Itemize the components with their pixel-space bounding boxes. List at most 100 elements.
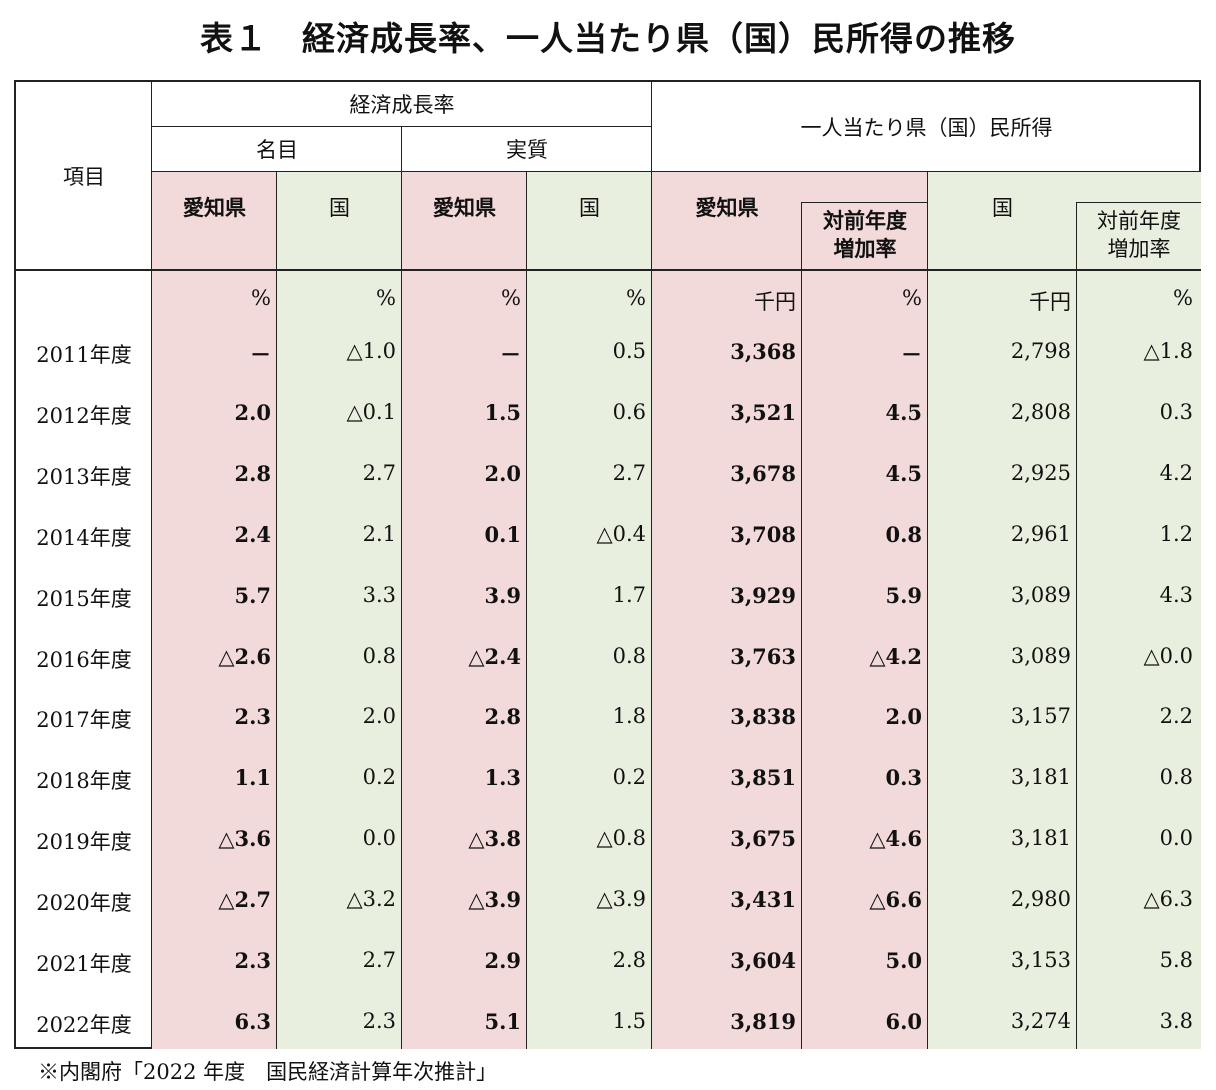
data-table: 項目 経済成長率 名目 実質 一人当たり県（国）民所得 愛知県 国 愛知県 国 …: [14, 80, 1201, 1049]
cell-real-aichi: 2.8: [484, 704, 521, 729]
cell-income-aichi: 3,763: [730, 644, 796, 669]
unit-nominal-country: %: [376, 286, 396, 310]
unit-income-aichi-yoy: %: [902, 286, 922, 310]
cell-income-aichi-yoy: 0.8: [885, 522, 922, 547]
cell-income-country: 3,181: [1010, 826, 1071, 850]
bg-nominal-aichi: [152, 172, 277, 1049]
cell-income-aichi: 3,838: [730, 704, 796, 729]
cell-real-aichi: －: [500, 342, 521, 367]
header-nominal-country: 国: [329, 196, 350, 220]
hline-aichi-yoy-top: [801, 202, 928, 203]
cell-nominal-aichi: 2.3: [234, 948, 271, 973]
cell-income-aichi-yoy: －: [901, 342, 922, 367]
cell-income-country-yoy: 5.8: [1159, 948, 1193, 972]
cell-income-country: 2,798: [1010, 339, 1071, 363]
vline-country-start: [927, 172, 928, 1049]
cell-income-country-yoy: 0.0: [1159, 826, 1193, 850]
cell-income-country-yoy: 0.3: [1159, 400, 1193, 424]
row-year: 2016年度: [36, 648, 132, 672]
cell-income-aichi-yoy: 4.5: [885, 400, 922, 425]
vline-real-start: [401, 126, 402, 1049]
cell-real-aichi: 3.9: [484, 583, 521, 608]
cell-income-aichi-yoy: △6.6: [869, 887, 922, 912]
cell-nominal-aichi: 2.3: [234, 704, 271, 729]
cell-nominal-country: 2.7: [362, 461, 396, 485]
header-real: 実質: [506, 138, 548, 162]
row-year: 2022年度: [36, 1013, 132, 1037]
cell-income-country: 2,961: [1010, 522, 1071, 546]
row-year: 2020年度: [36, 891, 132, 915]
cell-nominal-country: 0.2: [362, 765, 396, 789]
cell-real-country: △0.8: [596, 826, 646, 850]
cell-nominal-aichi: 2.0: [234, 400, 271, 425]
row-year: 2021年度: [36, 952, 132, 976]
vline-item: [151, 82, 152, 1049]
cell-income-aichi-yoy: 4.5: [885, 461, 922, 486]
cell-income-aichi: 3,675: [730, 826, 796, 851]
header-income: 一人当たり県（国）民所得: [800, 116, 1053, 140]
header-income-country: 国: [992, 196, 1013, 220]
unit-income-country-yoy: %: [1173, 286, 1193, 310]
cell-real-aichi: 2.9: [484, 948, 521, 973]
cell-real-country: △0.4: [596, 522, 646, 546]
source-note: ※内閣府「2022 年度 国民経済計算年次推計」: [38, 1060, 498, 1084]
bg-real-country: [527, 172, 652, 1049]
cell-real-country: 2.7: [612, 461, 646, 485]
cell-real-country: 0.2: [612, 765, 646, 789]
row-year: 2012年度: [36, 404, 132, 428]
header-nominal-aichi: 愛知県: [183, 195, 246, 220]
cell-income-country-yoy: △6.3: [1143, 887, 1193, 911]
header-growth: 経済成長率: [349, 93, 455, 117]
cell-real-aichi: 0.1: [484, 522, 521, 547]
bg-income-country: [928, 172, 1201, 1049]
cell-income-aichi: 3,678: [730, 461, 796, 486]
row-year: 2019年度: [36, 830, 132, 854]
cell-real-country: 0.5: [612, 339, 646, 363]
cell-income-aichi-yoy: △4.6: [869, 826, 922, 851]
unit-income-aichi: 千円: [754, 290, 796, 314]
unit-nominal-aichi: %: [251, 286, 271, 310]
cell-income-country-yoy: 2.2: [1159, 704, 1193, 728]
header-income-aichi: 愛知県: [695, 195, 759, 220]
cell-real-country: 0.8: [612, 644, 646, 668]
cell-income-aichi-yoy: 5.9: [885, 583, 922, 608]
cell-income-aichi-yoy: 2.0: [885, 704, 922, 729]
vline-nominal-mid: [276, 172, 277, 1049]
bg-real-aichi: [402, 172, 527, 1049]
cell-income-country: 3,181: [1010, 765, 1071, 789]
cell-income-aichi-yoy: △4.2: [869, 644, 922, 669]
cell-real-aichi: 1.5: [484, 400, 521, 425]
cell-income-country-yoy: 4.3: [1159, 583, 1193, 607]
cell-income-country-yoy: △0.0: [1143, 644, 1193, 668]
header-yoy-line2: 増加率: [1107, 237, 1171, 261]
cell-income-aichi: 3,431: [730, 887, 796, 912]
cell-income-country: 3,157: [1010, 704, 1071, 728]
cell-nominal-aichi: △2.7: [218, 887, 271, 912]
bg-income-aichi: [652, 172, 928, 1049]
header-yoy-line2: 増加率: [833, 236, 897, 261]
cell-real-aichi: △2.4: [468, 644, 521, 669]
cell-nominal-aichi: 1.1: [234, 765, 271, 790]
header-yoy-line1: 対前年度: [1097, 209, 1181, 233]
cell-income-country: 3,274: [1010, 1009, 1071, 1033]
bg-nominal-country: [277, 172, 402, 1049]
cell-nominal-country: 2.3: [362, 1009, 396, 1033]
cell-real-aichi: 1.3: [484, 765, 521, 790]
unit-real-aichi: %: [501, 286, 521, 310]
cell-nominal-aichi: 6.3: [234, 1009, 271, 1034]
row-year: 2017年度: [36, 708, 132, 732]
cell-income-aichi: 3,708: [730, 522, 796, 547]
cell-income-aichi: 3,851: [730, 765, 796, 790]
cell-real-country: 1.7: [612, 583, 646, 607]
cell-real-aichi: △3.9: [468, 887, 521, 912]
hline-country-yoy-top: [1076, 202, 1201, 203]
cell-nominal-country: △3.2: [346, 887, 396, 911]
cell-nominal-country: △1.0: [346, 339, 396, 363]
cell-nominal-country: 3.3: [362, 583, 396, 607]
cell-nominal-country: 0.8: [362, 644, 396, 668]
row-year: 2013年度: [36, 465, 132, 489]
cell-real-country: 0.6: [612, 400, 646, 424]
cell-nominal-country: 0.0: [362, 826, 396, 850]
cell-income-aichi: 3,521: [730, 400, 796, 425]
cell-income-country: 3,089: [1010, 644, 1071, 668]
